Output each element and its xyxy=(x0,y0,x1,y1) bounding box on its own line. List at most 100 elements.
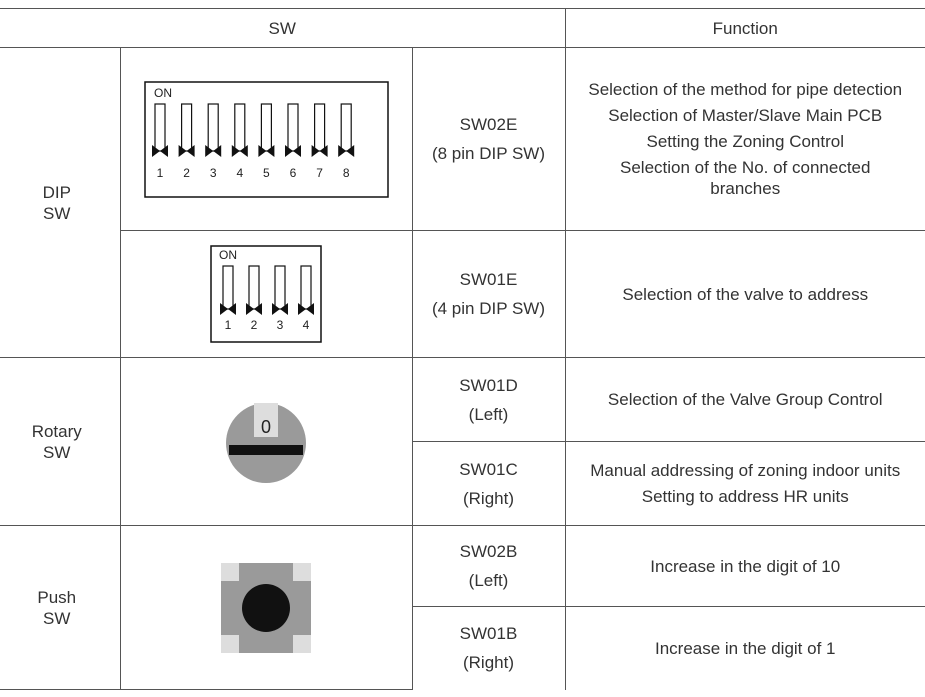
dip-pin xyxy=(180,102,192,152)
push-corner xyxy=(293,634,311,653)
dip-pin-number: 6 xyxy=(289,166,296,180)
name-cell: SW02E (8 pin DIP SW) xyxy=(411,47,566,231)
dip-pin-number: 2 xyxy=(251,318,258,332)
dip-pin-number: 7 xyxy=(316,166,323,180)
function-text: Selection of the method for pipe detecti… xyxy=(588,80,903,99)
function-cell: Selection of the valve to address xyxy=(564,230,925,358)
header-sw: SW xyxy=(0,8,566,48)
dip-pin-number: 2 xyxy=(183,166,190,180)
name-cell: SW01B (Right) xyxy=(412,606,566,690)
group-cell: Rotary SW xyxy=(0,357,121,526)
rotary-switch: 0 xyxy=(226,402,306,483)
dip-pin-number: 1 xyxy=(156,166,163,180)
push-corner xyxy=(293,562,311,581)
dip-pin xyxy=(207,102,219,152)
switch-name: SW01D xyxy=(459,375,518,395)
row: SW01C (Right) Manual addressing of zoning… xyxy=(0,441,925,526)
page: SW Function DIP SW ON 1 2 3 4 5 6 7 8 SW02E (8 p… xyxy=(0,8,925,697)
dip-on-label: ON xyxy=(219,248,237,262)
row: ON 1 2 3 4 SW01E (4 pin DIP SW) Selection of… xyxy=(0,230,925,358)
name-cell: SW01C (Right) xyxy=(412,441,566,526)
dip-pin xyxy=(340,102,352,152)
dip-on-label: ON xyxy=(154,86,172,100)
switch-note: (Right) xyxy=(462,488,514,508)
function-cell: Selection of the Valve Group Control xyxy=(564,357,925,442)
dip-actuator xyxy=(337,144,354,157)
push-switch xyxy=(221,562,311,653)
switch-note: (Left) xyxy=(468,404,509,424)
push-corner xyxy=(221,562,239,581)
switch-name: SW02B xyxy=(459,542,518,561)
dip-pin xyxy=(248,265,260,310)
dip-pin-number: 4 xyxy=(303,318,310,332)
dip-pin xyxy=(260,102,272,152)
dip-pin xyxy=(300,265,312,310)
dip-pin xyxy=(153,102,166,152)
switch-name: SW02E xyxy=(459,115,518,134)
dip-actuator xyxy=(178,144,195,157)
dip-pin xyxy=(286,102,299,152)
rotary-body xyxy=(226,402,306,483)
function-text: Increase in the digit of 10 xyxy=(650,556,841,576)
dip-actuator xyxy=(151,144,168,157)
function-text: Setting to address HR units xyxy=(641,487,849,506)
function-text: Selection of Master/Slave Main PCB xyxy=(608,106,883,125)
row: DIP SW ON 1 2 3 4 5 6 7 8 SW02E (8 pin DIP SW) S… xyxy=(0,47,925,358)
dip-pin-number: 8 xyxy=(342,166,349,180)
image-cell: 0 xyxy=(119,357,413,526)
function-text: Setting the Zoning Control xyxy=(646,132,844,151)
row: Push SW SW02B (Left) Increase in the digi… xyxy=(0,525,925,690)
group-cell: DIP SW xyxy=(0,47,121,358)
image-cell xyxy=(119,525,413,690)
rotary-window xyxy=(254,402,278,437)
dip-pin-number: 3 xyxy=(209,166,216,180)
name-cell: SW01E (4 pin DIP SW) xyxy=(411,230,566,358)
switch-name: SW01E xyxy=(459,270,518,289)
image-cell: ON 1 2 3 4 5 6 7 8 xyxy=(119,47,413,231)
function-text: Selection of the Valve Group Control xyxy=(607,390,883,409)
dip-pin-number: 4 xyxy=(236,166,243,180)
rotary-label: 0 xyxy=(261,417,271,437)
image-cell: ON 1 2 3 4 xyxy=(120,230,413,358)
dip-actuator xyxy=(284,144,301,157)
dip-pin-number: 1 xyxy=(225,318,232,332)
header-function: Function xyxy=(564,8,925,48)
dip-actuator xyxy=(220,303,236,315)
row: SW01B (Right) Increase in the digit of 1 xyxy=(0,606,925,690)
function-text: Manual addressing of zoning indoor units xyxy=(590,461,901,480)
group-label: Rotary SW xyxy=(31,421,82,462)
row: Rotary SW 0 SW01D (Left) Selection of the… xyxy=(0,357,925,526)
switch-name: SW01B xyxy=(459,624,518,644)
switch-note: (Right) xyxy=(462,653,514,673)
push-corner xyxy=(221,634,239,653)
dip-switch-4: ON 1 2 3 4 xyxy=(210,245,322,343)
dip-actuator xyxy=(311,144,328,157)
function-cell: Selection of the method for pipe detecti… xyxy=(564,47,925,231)
push-button xyxy=(242,583,290,632)
group-label: DIP SW xyxy=(42,182,71,223)
dip-pin xyxy=(313,102,325,152)
function-text: Increase in the digit of 1 xyxy=(654,638,836,658)
dip-pin-number: 5 xyxy=(263,166,270,180)
name-cell: SW01D (Left) xyxy=(411,357,566,442)
function-cell: Increase in the digit of 10 xyxy=(564,525,925,607)
dip-actuator xyxy=(272,303,288,315)
dip-actuator xyxy=(204,144,221,157)
dip-actuator xyxy=(246,303,262,315)
dip-actuator xyxy=(298,303,314,315)
dip-actuator xyxy=(231,144,248,157)
function-cell: Increase in the digit of 1 xyxy=(564,606,925,690)
switch-note: (4 pin DIP SW) xyxy=(431,299,546,318)
switch-table: SW Function DIP SW ON 1 2 3 4 5 6 7 8 SW02E (8 p… xyxy=(0,8,925,690)
dip-actuator xyxy=(257,144,274,157)
function-text: Selection of the valve to address xyxy=(622,284,869,304)
dip-pin xyxy=(233,102,245,152)
dip-switch-8: ON 1 2 3 4 5 6 7 8 xyxy=(143,80,389,198)
header-row: SW Function xyxy=(0,8,925,48)
dip-pin-number: 3 xyxy=(277,318,284,332)
switch-name: SW01C xyxy=(459,459,518,479)
rotary-slot xyxy=(229,444,303,455)
group-label: Push SW xyxy=(37,587,77,628)
name-cell: SW02B (Left) xyxy=(411,525,566,607)
function-text: Selection of the No. of connected branch… xyxy=(620,158,871,198)
